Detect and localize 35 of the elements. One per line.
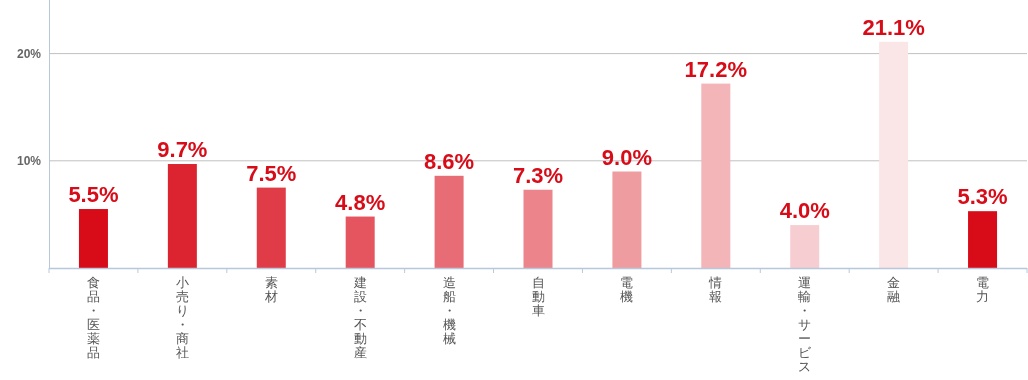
bar bbox=[78, 209, 108, 268]
bar bbox=[968, 211, 998, 268]
x-tick-label: 金融 bbox=[887, 275, 901, 304]
x-tick-label: 情報 bbox=[708, 275, 723, 304]
bar bbox=[701, 83, 731, 268]
y-tick-label: 10% bbox=[16, 153, 42, 168]
x-tick-label: 小売り・商社 bbox=[175, 275, 189, 360]
data-label: 9.7% bbox=[157, 137, 208, 163]
x-tick-label: 自動車 bbox=[531, 275, 545, 318]
x-tick-label: 運輸・サービス bbox=[798, 275, 813, 374]
x-tick-label: 電力 bbox=[976, 275, 990, 304]
bar bbox=[790, 225, 820, 268]
data-label: 5.3% bbox=[957, 184, 1008, 210]
data-label: 21.1% bbox=[862, 14, 925, 40]
y-tick-label: 20% bbox=[16, 46, 42, 61]
x-tick-label: 素材 bbox=[263, 275, 278, 304]
bar bbox=[256, 187, 286, 268]
bar bbox=[879, 41, 909, 268]
x-tick-label: 建設・不動産 bbox=[352, 275, 367, 360]
bar bbox=[167, 164, 197, 268]
data-label: 17.2% bbox=[684, 56, 748, 82]
data-label: 7.3% bbox=[512, 162, 564, 188]
data-label: 8.6% bbox=[424, 148, 475, 174]
data-label: 7.5% bbox=[246, 160, 297, 186]
data-label: 9.0% bbox=[601, 144, 652, 170]
x-tick-label: 造船・機械 bbox=[442, 275, 456, 346]
x-tick-label: 食品・医薬品 bbox=[86, 275, 100, 360]
data-label: 5.5% bbox=[68, 182, 119, 208]
bar bbox=[612, 171, 642, 268]
bar bbox=[523, 189, 553, 268]
bar bbox=[434, 175, 464, 268]
data-label: 4.0% bbox=[779, 198, 830, 224]
x-tick-label: 電機 bbox=[620, 275, 634, 304]
bar bbox=[345, 216, 375, 268]
data-label: 4.8% bbox=[335, 189, 386, 215]
